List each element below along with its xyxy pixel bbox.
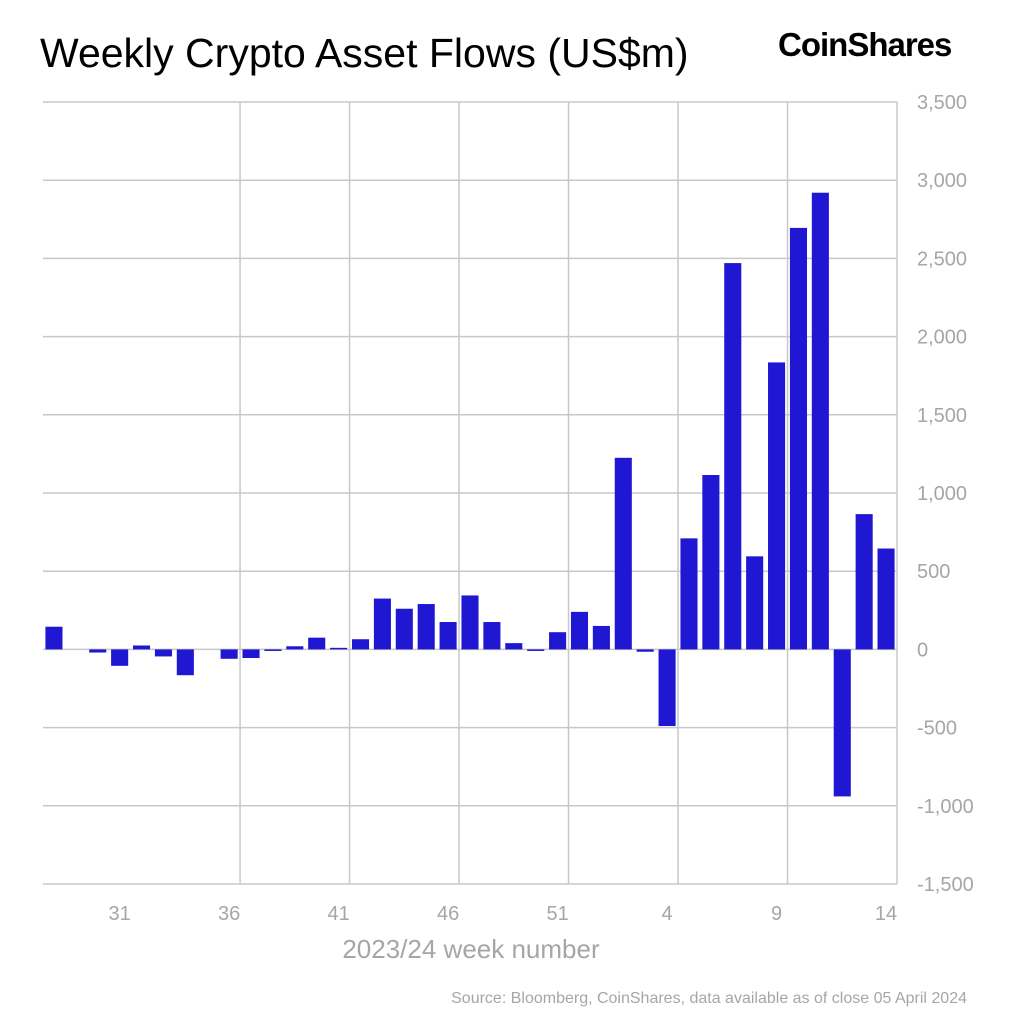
y-tick-label: 0 [917, 639, 928, 661]
x-tick-label: 14 [875, 903, 897, 925]
bar [505, 643, 523, 650]
y-tick-label: -500 [917, 718, 957, 740]
bar [614, 457, 632, 650]
bar [176, 649, 194, 676]
bar [286, 646, 304, 650]
bar [877, 548, 895, 650]
y-tick-label: 2,500 [917, 248, 967, 270]
bar [592, 625, 610, 650]
bar [746, 556, 764, 650]
y-axis-tick-labels: 3,500 3,000 2,500 2,000 1,500 1,000 500 0 -500 -1… [917, 92, 974, 896]
bar [395, 608, 413, 650]
bar [483, 622, 501, 650]
x-tick-label: 36 [218, 903, 240, 925]
bar [833, 649, 851, 797]
bar [154, 649, 172, 657]
x-tick-label: 51 [546, 903, 568, 925]
bar [527, 649, 545, 651]
x-tick-label: 31 [109, 903, 131, 925]
y-tick-label: 500 [917, 561, 950, 583]
bar [264, 649, 282, 651]
x-tick-label: 41 [327, 903, 349, 925]
bar [811, 192, 829, 650]
bar [417, 604, 435, 650]
bar [351, 639, 370, 650]
bar [89, 649, 107, 653]
y-tick-label: 1,000 [917, 483, 967, 505]
brand-logo: CoinShares [778, 26, 952, 63]
bar [373, 598, 391, 650]
bar-series [45, 192, 895, 797]
bar [768, 362, 786, 650]
bar [724, 263, 742, 650]
x-tick-label: 4 [662, 903, 673, 925]
y-tick-label: -1,500 [917, 874, 974, 896]
bar [439, 622, 457, 650]
bar [330, 647, 348, 650]
bar [111, 649, 129, 666]
bar [658, 649, 676, 727]
bar [461, 595, 479, 650]
y-tick-label: 1,500 [917, 405, 967, 427]
bar [570, 611, 589, 650]
x-tick-label: 9 [771, 903, 782, 925]
bar [45, 626, 63, 650]
y-tick-label: -1,000 [917, 796, 974, 818]
bar [636, 649, 654, 652]
bar [308, 637, 326, 650]
y-tick-label: 3,000 [917, 170, 967, 192]
bar [132, 645, 151, 650]
x-axis-tick-labels: 31 36 41 46 51 4 9 14 [109, 903, 898, 925]
bar [680, 538, 698, 650]
x-axis-title: 2023/24 week number [342, 934, 600, 964]
x-tick-label: 46 [437, 903, 459, 925]
bar [220, 649, 238, 659]
bar [242, 649, 260, 659]
y-tick-label: 2,000 [917, 327, 967, 349]
bar [702, 475, 720, 650]
bar [855, 514, 873, 650]
source-note: Source: Bloomberg, CoinShares, data avai… [451, 990, 967, 1007]
bar [789, 227, 808, 650]
chart-title: Weekly Crypto Asset Flows (US$m) [40, 30, 689, 76]
bar [549, 632, 567, 650]
y-tick-label: 3,500 [917, 92, 967, 114]
